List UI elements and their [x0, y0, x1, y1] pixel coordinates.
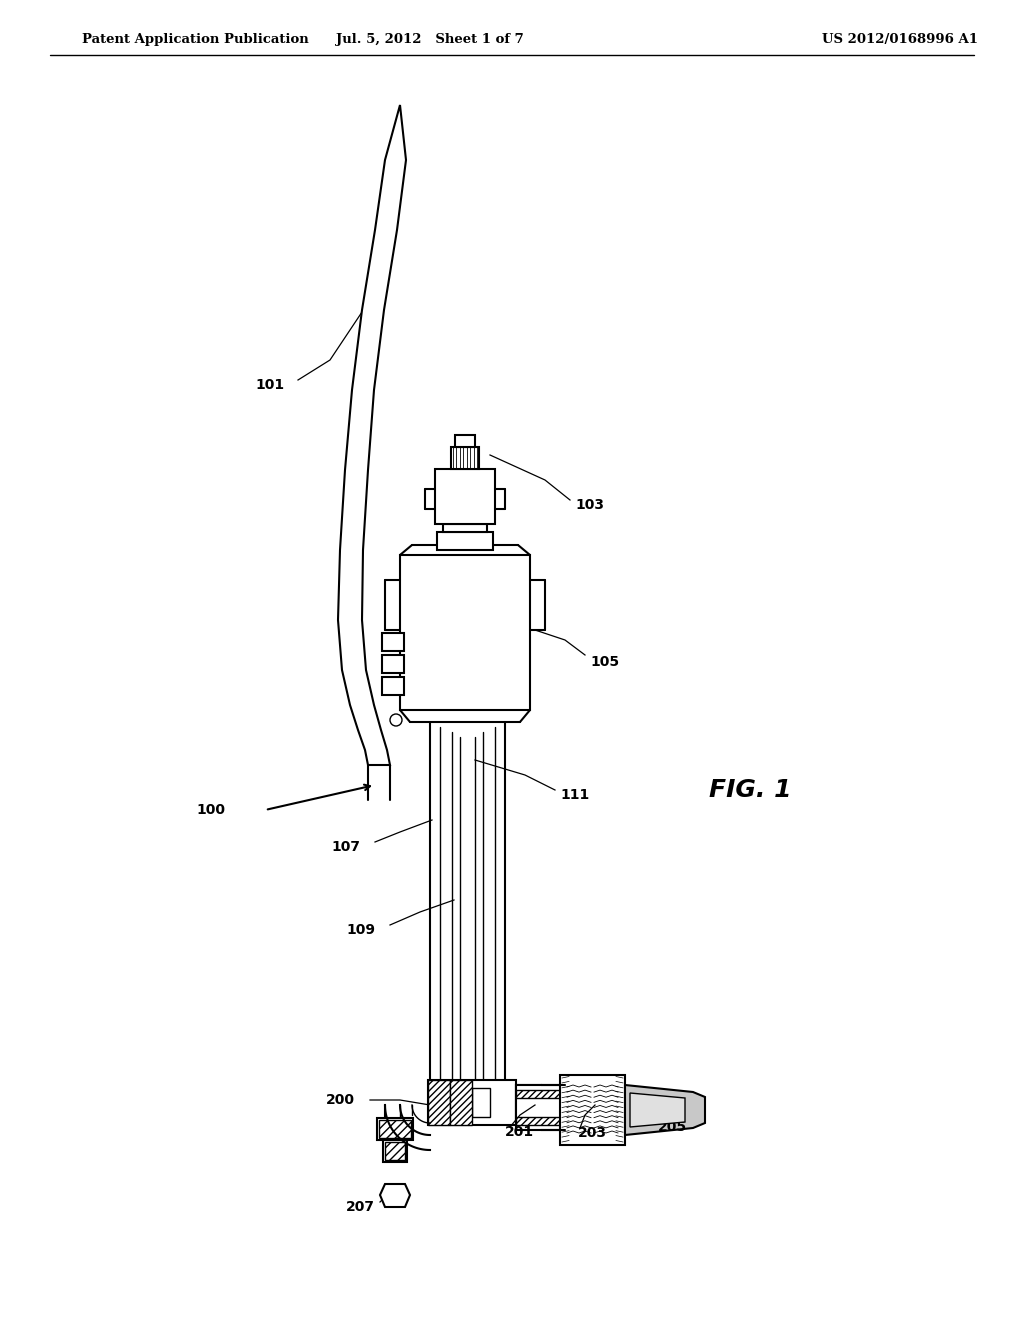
Text: 105: 105 [590, 655, 620, 669]
Polygon shape [380, 1184, 410, 1206]
Bar [451, 447, 479, 469]
Text: 207: 207 [346, 1200, 375, 1214]
Text: 111: 111 [560, 788, 589, 803]
Bar [565, 1082, 620, 1137]
Bar [382, 677, 404, 696]
Text: 100: 100 [196, 803, 225, 817]
Text: 200: 200 [326, 1093, 355, 1107]
Bar [428, 1080, 516, 1125]
Text: US 2012/0168996 A1: US 2012/0168996 A1 [822, 33, 978, 46]
Bar [379, 1119, 411, 1138]
Text: Patent Application Publication: Patent Application Publication [82, 33, 309, 46]
Text: 205: 205 [658, 1119, 687, 1134]
Text: 101: 101 [256, 378, 285, 392]
Text: 109: 109 [346, 923, 375, 937]
Bar [560, 1074, 625, 1144]
Bar [516, 1090, 570, 1098]
Text: 103: 103 [575, 498, 604, 512]
Bar [377, 1118, 413, 1140]
Text: 107: 107 [331, 840, 360, 854]
Bar [450, 1080, 472, 1125]
Text: 201: 201 [505, 1125, 535, 1139]
Bar [443, 524, 487, 532]
Bar [516, 1117, 570, 1125]
Bar [472, 1088, 490, 1117]
Circle shape [390, 714, 402, 726]
Bar [455, 436, 475, 447]
Text: 203: 203 [578, 1126, 607, 1140]
Bar [400, 554, 530, 710]
Text: Jul. 5, 2012   Sheet 1 of 7: Jul. 5, 2012 Sheet 1 of 7 [336, 33, 524, 46]
Bar [382, 655, 404, 673]
Polygon shape [630, 1093, 685, 1127]
Bar [382, 634, 404, 651]
Bar [516, 1085, 541, 1119]
Bar [435, 469, 495, 524]
Text: FIG. 1: FIG. 1 [709, 777, 792, 803]
Bar [385, 1142, 406, 1160]
Polygon shape [625, 1085, 705, 1135]
Bar [428, 1080, 450, 1125]
Bar [437, 532, 493, 550]
Bar [383, 1140, 407, 1162]
Bar [516, 1085, 570, 1130]
Polygon shape [338, 106, 406, 766]
